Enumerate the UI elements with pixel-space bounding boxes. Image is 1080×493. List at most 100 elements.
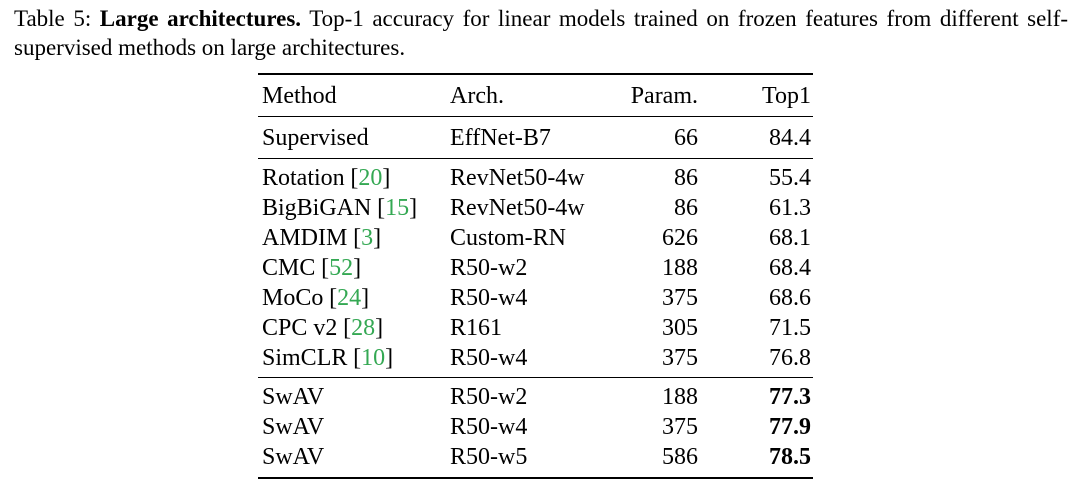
table-row: CMC [52] R50-w2 188 68.4 [258, 253, 813, 283]
method-name: MoCo [262, 285, 324, 311]
arch-cell: RevNet50-4w [450, 195, 585, 221]
header-top1: Top1 [698, 74, 813, 117]
method-cell: Supervised [258, 117, 450, 159]
top1-cell: 68.1 [769, 225, 811, 251]
header-method: Method [258, 74, 450, 117]
top1-cell: 68.4 [769, 255, 811, 281]
param-cell: 188 [662, 255, 698, 281]
param-cell: 375 [662, 285, 698, 311]
caption-text: Top-1 accuracy for linear models trained… [14, 6, 1069, 60]
param-cell: 375 [662, 414, 698, 440]
param-cell: 86 [674, 195, 698, 221]
arch-cell: R50-w2 [450, 384, 528, 410]
method-name: CPC v2 [262, 315, 338, 341]
bracket-close: ] [382, 165, 391, 191]
method-name: SwAV [262, 414, 325, 440]
top1-cell: 61.3 [769, 195, 811, 221]
param-cell: 188 [662, 384, 698, 410]
arch-cell: R50-w2 [450, 255, 528, 281]
arch-cell: R161 [450, 315, 503, 341]
citation-link[interactable]: [3] [353, 225, 381, 251]
method-cell: SwAV [258, 412, 450, 442]
top1-cell: 84.4 [769, 125, 811, 151]
arch-cell: RevNet50-4w [450, 165, 585, 191]
citation-link[interactable]: [10] [353, 345, 393, 371]
citation-number: 52 [329, 255, 354, 281]
table-row: AMDIM [3] Custom-RN 626 68.1 [258, 223, 813, 253]
arch-cell: R50-w5 [450, 444, 528, 470]
table-row: SwAV R50-w4 375 77.9 [258, 412, 813, 442]
bracket-close: ] [353, 255, 362, 281]
bracket-open: [ [353, 345, 362, 371]
bracket-close: ] [361, 285, 370, 311]
citation-link[interactable]: [28] [343, 315, 383, 341]
table-row: Rotation [20] RevNet50-4w 86 55.4 [258, 159, 813, 194]
method-name: SimCLR [262, 345, 348, 371]
bracket-open: [ [377, 195, 386, 221]
top1-cell: 76.8 [769, 345, 811, 371]
method-cell: MoCo [24] [258, 283, 450, 313]
param-cell: 375 [662, 345, 698, 371]
top1-cell: 68.6 [769, 285, 811, 311]
table-row: BigBiGAN [15] RevNet50-4w 86 61.3 [258, 193, 813, 223]
header-arch: Arch. [450, 74, 612, 117]
citation-number: 15 [385, 195, 410, 221]
table-row: SwAV R50-w5 586 78.5 [258, 442, 813, 478]
citation-number: 20 [358, 165, 383, 191]
citation-link[interactable]: [15] [377, 195, 417, 221]
citation-number: 10 [361, 345, 386, 371]
table-row: CPC v2 [28] R161 305 71.5 [258, 313, 813, 343]
caption-title: Large architectures. [99, 6, 302, 31]
citation-number: 28 [351, 315, 376, 341]
method-cell: SimCLR [10] [258, 343, 450, 378]
header-row: Method Arch. Param. Top1 [258, 74, 813, 117]
top1-cell: 78.5 [769, 444, 811, 470]
param-cell: 586 [662, 444, 698, 470]
method-cell: BigBiGAN [15] [258, 193, 450, 223]
method-name: CMC [262, 255, 316, 281]
method-cell: SwAV [258, 378, 450, 413]
top1-cell: 71.5 [769, 315, 811, 341]
table-row: Supervised EffNet-B7 66 84.4 [258, 117, 813, 159]
table-row: SimCLR [10] R50-w4 375 76.8 [258, 343, 813, 378]
arch-cell: R50-w4 [450, 414, 528, 440]
arch-cell: R50-w4 [450, 345, 528, 371]
caption-label: Table 5: [14, 6, 92, 31]
citation-number: 3 [361, 225, 374, 251]
results-table: Method Arch. Param. Top1 Supervised EffN… [258, 73, 813, 479]
bracket-close: ] [373, 225, 382, 251]
top1-cell: 77.3 [769, 384, 811, 410]
method-name: BigBiGAN [262, 195, 372, 221]
group-self-supervised: Rotation [20] RevNet50-4w 86 55.4 BigBiGA… [258, 159, 813, 378]
citation-number: 24 [337, 285, 362, 311]
param-cell: 66 [674, 125, 698, 151]
table-caption: Table 5: Large architectures. Top-1 accu… [14, 4, 1068, 62]
bracket-open: [ [321, 255, 330, 281]
param-cell: 305 [662, 315, 698, 341]
method-cell: SwAV [258, 442, 450, 478]
method-cell: CPC v2 [28] [258, 313, 450, 343]
bracket-open: [ [353, 225, 362, 251]
param-cell: 626 [662, 225, 698, 251]
method-name: Supervised [262, 125, 369, 151]
method-name: Rotation [262, 165, 345, 191]
group-supervised: Supervised EffNet-B7 66 84.4 [258, 117, 813, 159]
method-cell: AMDIM [3] [258, 223, 450, 253]
bracket-close: ] [385, 345, 394, 371]
bracket-close: ] [375, 315, 384, 341]
citation-link[interactable]: [52] [321, 255, 361, 281]
param-cell: 86 [674, 165, 698, 191]
bracket-open: [ [343, 315, 352, 341]
method-name: AMDIM [262, 225, 348, 251]
table-header: Method Arch. Param. Top1 [258, 74, 813, 117]
arch-cell: R50-w4 [450, 285, 528, 311]
group-swav: SwAV R50-w2 188 77.3 SwAV R50-w4 375 77.… [258, 378, 813, 479]
bracket-open: [ [329, 285, 338, 311]
method-cell: Rotation [20] [258, 159, 450, 194]
method-cell: CMC [52] [258, 253, 450, 283]
citation-link[interactable]: [24] [329, 285, 369, 311]
method-name: SwAV [262, 444, 325, 470]
table-row: MoCo [24] R50-w4 375 68.6 [258, 283, 813, 313]
citation-link[interactable]: [20] [350, 165, 390, 191]
